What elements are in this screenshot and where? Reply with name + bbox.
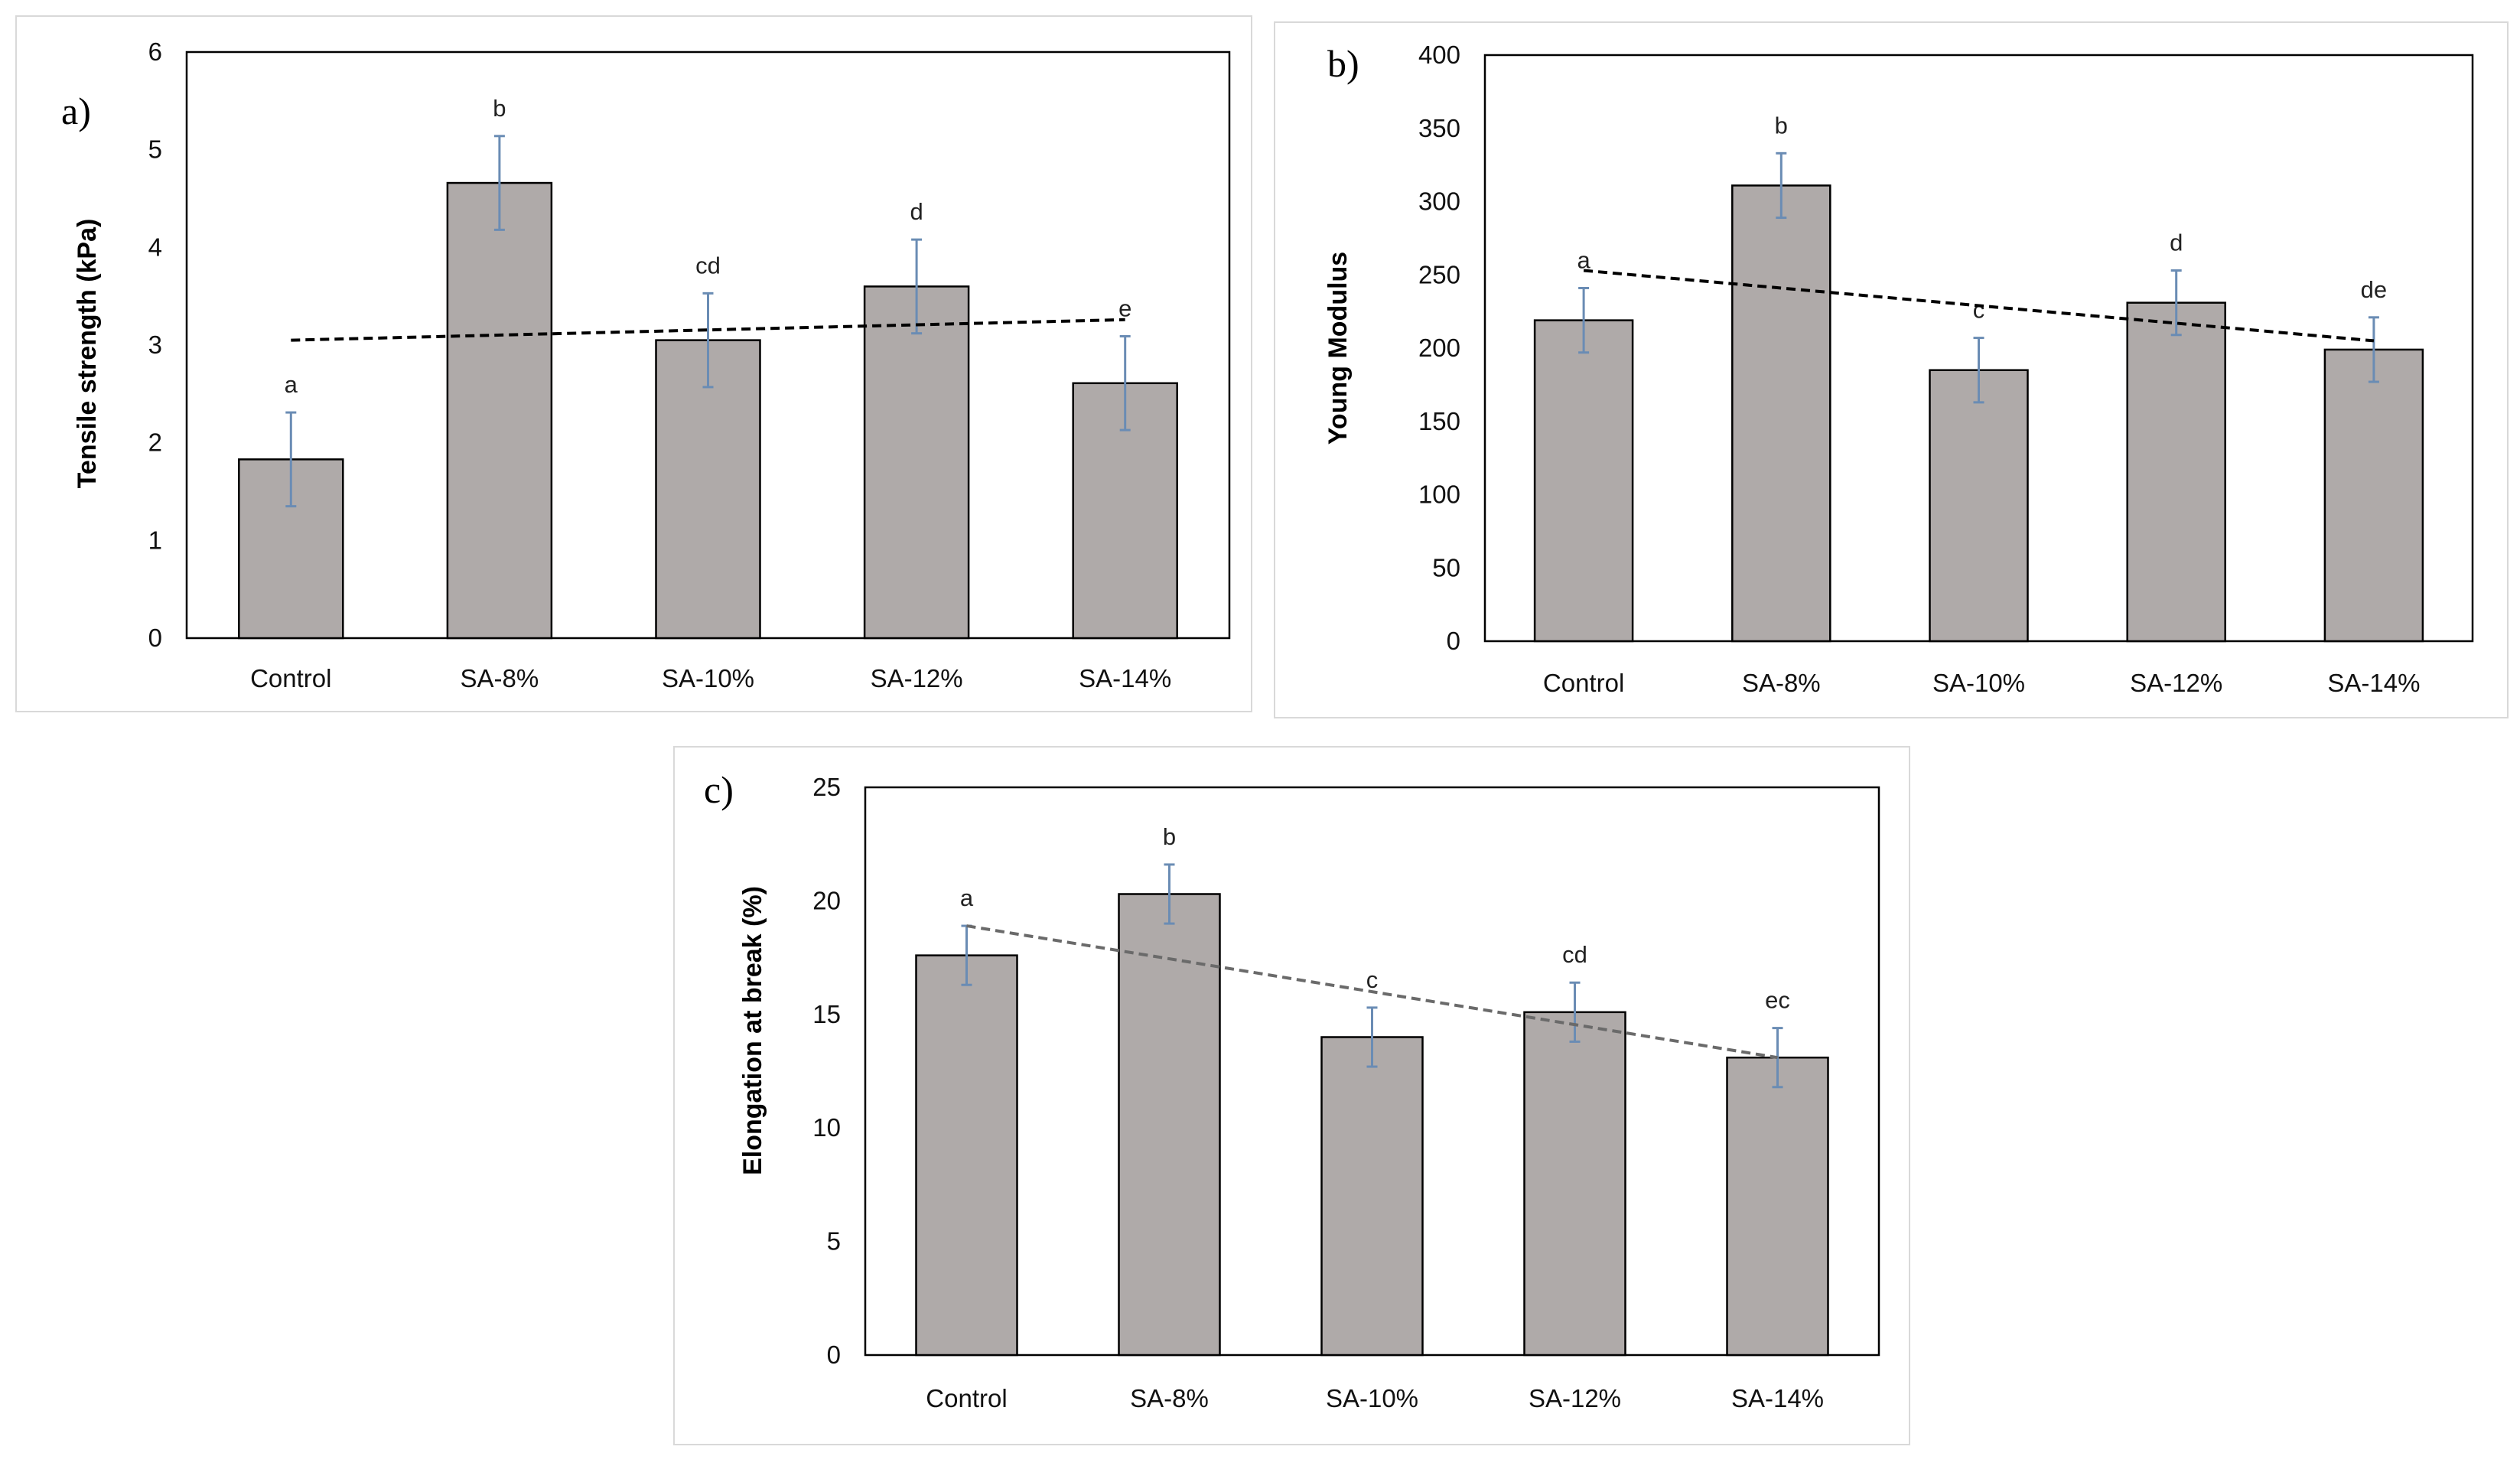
y-tick-label: 15 [812, 1000, 841, 1028]
panel-letter-b: b) [1327, 42, 1359, 85]
y-tick-label: 6 [148, 37, 162, 66]
bar-a-2 [655, 339, 761, 640]
significance-label: e [1118, 295, 1131, 322]
significance-label: b [1163, 823, 1176, 850]
significance-label: d [2170, 230, 2183, 256]
x-tick-label: SA-12% [2130, 669, 2222, 697]
trendline-b [1583, 269, 2375, 343]
chart-panel-c: c) Elongation at break (%) 0 5 10 15 20 25 a Co… [673, 746, 1910, 1445]
y-tick-label: 200 [1418, 334, 1460, 362]
bar-b-4 [2323, 348, 2424, 643]
chart-panel-b: b) Young Modulus 0 50 100 150 200 250 300 350 40… [1274, 21, 2509, 718]
y-tick-label: 5 [827, 1227, 841, 1256]
y-tick-label: 150 [1418, 407, 1460, 435]
significance-label: cd [1562, 941, 1587, 968]
bar-c-1 [1118, 893, 1221, 1357]
x-tick-label: SA-12% [871, 664, 963, 692]
y-tick-label: 50 [1432, 553, 1460, 582]
x-tick-label: SA-14% [1079, 664, 1171, 692]
significance-label: c [1973, 297, 1985, 324]
panel-letter-a: a) [61, 90, 91, 132]
significance-label: d [910, 198, 923, 225]
y-tick-label: 5 [148, 135, 162, 164]
trendline-c [966, 924, 1778, 1060]
significance-label: cd [695, 252, 721, 279]
y-tick-label: 0 [1447, 627, 1460, 655]
tensile-strength-chart: a) Tensile strength (kPa) 0 1 2 3 4 5 6 a Contro… [61, 37, 1231, 692]
y-axis-label-c: Elongation at break (%) [738, 886, 767, 1175]
bar-a-3 [863, 285, 970, 640]
x-tick-label: SA-10% [662, 664, 754, 692]
y-tick-label: 20 [812, 886, 841, 914]
bar-b-0 [1533, 319, 1634, 643]
y-tick-label: 100 [1418, 481, 1460, 509]
bar-c-0 [915, 954, 1018, 1357]
y-tick-label: 2 [148, 428, 162, 457]
y-tick-label: 1 [148, 526, 162, 554]
x-tick-label: Control [1543, 669, 1624, 697]
significance-label: a [285, 371, 298, 398]
significance-label: a [1577, 246, 1590, 273]
y-tick-label: 4 [148, 233, 162, 261]
y-axis-label-b: Young Modulus [1323, 252, 1353, 445]
significance-label: b [1775, 112, 1788, 138]
young-modulus-chart: b) Young Modulus 0 50 100 150 200 250 300 350 40… [1323, 41, 2474, 697]
significance-label: b [493, 95, 506, 122]
y-tick-label: 300 [1418, 187, 1460, 216]
bar-b-3 [2126, 301, 2226, 643]
bar-b-2 [1929, 369, 2029, 643]
elongation-chart: c) Elongation at break (%) 0 5 10 15 20 25 a Co… [704, 768, 1880, 1412]
bar-c-4 [1726, 1056, 1829, 1357]
x-tick-label: SA-8% [461, 664, 539, 692]
y-tick-label: 3 [148, 331, 162, 359]
y-tick-label: 10 [812, 1113, 841, 1142]
x-tick-label: SA-10% [1326, 1384, 1418, 1412]
bar-b-1 [1731, 184, 1831, 643]
x-tick-label: Control [926, 1384, 1007, 1412]
bar-a-1 [446, 181, 553, 640]
y-tick-label: 350 [1418, 114, 1460, 142]
chart-panel-a: a) Tensile strength (kPa) 0 1 2 3 4 5 6 a Contro… [15, 15, 1252, 712]
bar-c-2 [1320, 1036, 1424, 1357]
y-tick-label: 400 [1418, 41, 1460, 69]
y-axis-label-a: Tensile strength (kPa) [73, 219, 102, 489]
x-tick-label: SA-14% [1731, 1384, 1824, 1412]
y-tick-label: 0 [827, 1341, 841, 1369]
significance-label: c [1366, 966, 1379, 993]
y-tick-label: 0 [148, 624, 162, 652]
bar-c-3 [1523, 1011, 1626, 1357]
x-tick-label: SA-10% [1932, 669, 2025, 697]
significance-label: de [2361, 276, 2387, 303]
y-tick-label: 25 [812, 773, 841, 801]
panel-letter-c: c) [704, 768, 734, 811]
trendline-a [291, 318, 1125, 342]
x-tick-label: SA-8% [1742, 669, 1821, 697]
significance-label: a [960, 884, 974, 911]
y-tick-label: 250 [1418, 260, 1460, 288]
significance-label: ec [1765, 987, 1790, 1014]
x-tick-label: Control [250, 664, 331, 692]
x-tick-label: SA-12% [1529, 1384, 1621, 1412]
x-tick-label: SA-14% [2327, 669, 2420, 697]
x-tick-label: SA-8% [1130, 1384, 1209, 1412]
